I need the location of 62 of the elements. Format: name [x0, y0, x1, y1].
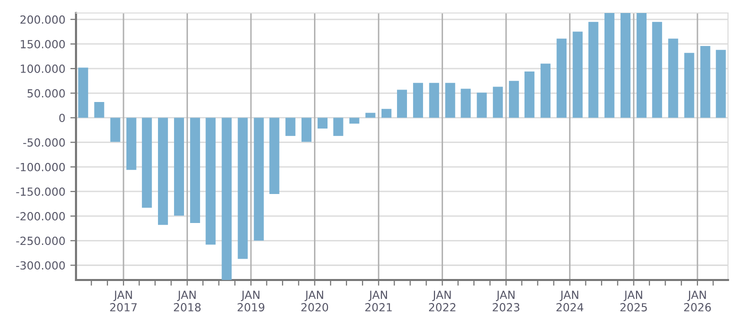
bar	[684, 52, 694, 118]
y-tick-label: -100.000	[16, 162, 65, 172]
bar	[700, 46, 710, 118]
bar	[318, 118, 328, 129]
bar	[349, 118, 360, 124]
bar	[476, 92, 487, 118]
x-tick-label: JAN 2019	[238, 290, 264, 312]
bar	[174, 118, 184, 216]
bar	[269, 118, 280, 194]
bar	[365, 112, 376, 118]
bar	[716, 50, 726, 118]
y-tick-label: -300.000	[16, 261, 65, 270]
y-tick-label: 0	[59, 114, 65, 122]
x-tick-label: JAN 2024	[556, 290, 584, 312]
x-tick-label: JAN 2020	[301, 290, 328, 312]
x-tick-label: JAN 2026	[684, 290, 711, 312]
bar	[206, 118, 216, 245]
bar	[668, 38, 678, 118]
bar	[604, 13, 614, 118]
x-tick-label: JAN 2018	[174, 290, 201, 312]
bar	[588, 22, 598, 118]
bar	[620, 13, 630, 118]
bar	[492, 86, 503, 118]
y-tick-label: 150.000	[20, 40, 65, 48]
bar	[556, 38, 567, 118]
y-tick-label: 50.000	[28, 89, 65, 98]
y-tick-label: -150.000	[16, 187, 65, 196]
bar	[94, 102, 104, 118]
bar	[636, 13, 647, 118]
bar	[652, 22, 662, 118]
bar	[142, 118, 152, 208]
y-tick-label: 100.000	[20, 64, 65, 73]
bar	[460, 88, 471, 118]
bar	[126, 118, 136, 170]
bar	[110, 118, 120, 142]
bar	[158, 118, 168, 225]
bar	[540, 64, 551, 118]
x-tick-label: JAN 2023	[492, 290, 520, 312]
y-tick-label: -50.000	[23, 138, 65, 147]
bar	[238, 118, 248, 259]
bar	[572, 32, 583, 118]
bar	[302, 118, 312, 142]
y-tick-label: 200.000	[20, 15, 65, 24]
bar	[254, 118, 264, 241]
y-tick-label: -200.000	[16, 212, 65, 220]
x-tick-label: JAN 2021	[365, 290, 392, 312]
bar	[413, 82, 424, 118]
bar	[222, 118, 232, 280]
bar	[397, 90, 407, 118]
bar	[285, 118, 296, 136]
bar	[524, 72, 534, 118]
bar	[429, 82, 440, 118]
bar	[190, 118, 200, 223]
bar	[333, 118, 344, 136]
x-tick-label: JAN 2017	[110, 290, 137, 312]
bar	[381, 108, 392, 118]
bar	[508, 80, 519, 118]
x-tick-label: JAN 2025	[620, 290, 647, 312]
x-tick-label: JAN 2022	[429, 290, 456, 312]
bar	[445, 82, 456, 118]
y-tick-label: -250.000	[16, 236, 65, 246]
bar	[78, 68, 88, 118]
